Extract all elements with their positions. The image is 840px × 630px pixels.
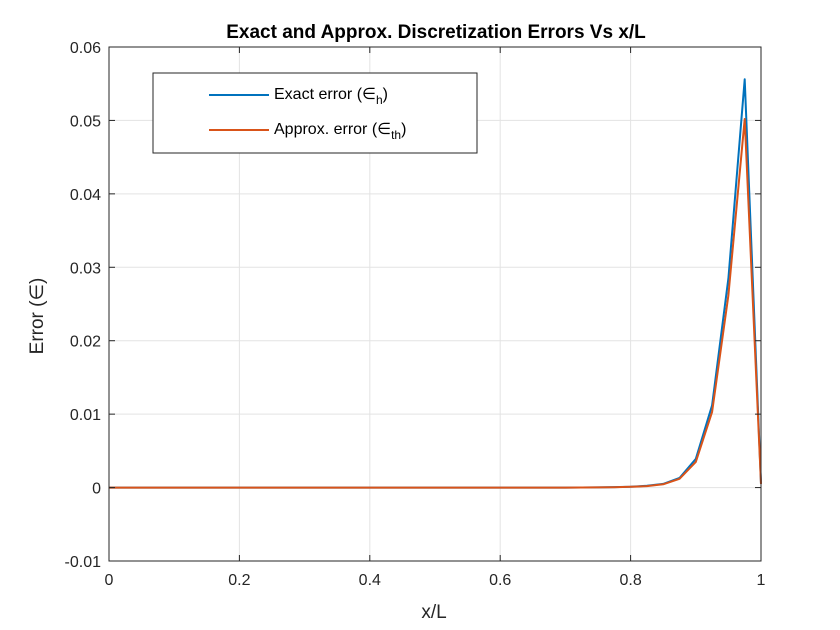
x-tick-label: 1 xyxy=(757,572,766,589)
legend-box xyxy=(152,72,478,154)
x-tick-label: 0.2 xyxy=(228,572,250,589)
x-tick-label: 0.6 xyxy=(489,572,511,589)
x-axis-label: x/L xyxy=(421,602,446,623)
y-tick-label: 0.01 xyxy=(70,407,101,424)
legend-label-approx: Approx. error (∈th) xyxy=(274,121,406,142)
x-tick-label: 0 xyxy=(105,572,114,589)
y-tick-label: 0.04 xyxy=(70,187,101,204)
x-tick-labels: 0 0.2 0.4 0.6 0.8 1 xyxy=(105,572,766,589)
y-tick-label: 0.05 xyxy=(70,113,101,130)
legend-label-exact: Exact error (∈h) xyxy=(274,86,388,107)
y-tick-label: -0.01 xyxy=(65,554,102,571)
y-tick-label: 0.02 xyxy=(70,334,101,351)
axes-box xyxy=(108,46,762,562)
chart-title: Exact and Approx. Discretization Errors … xyxy=(226,22,646,43)
legend: Exact error (∈h) Approx. error (∈th) xyxy=(152,72,478,154)
y-tick-label: 0.06 xyxy=(70,40,101,57)
y-tick-labels: -0.01 0 0.01 0.02 0.03 0.04 0.05 0.06 xyxy=(65,40,102,571)
y-tick-label: 0.03 xyxy=(70,260,101,277)
tick-marks xyxy=(108,46,762,562)
x-tick-label: 0.4 xyxy=(359,572,381,589)
x-tick-label: 0.8 xyxy=(619,572,641,589)
y-tick-label: 0 xyxy=(92,481,101,498)
series-line-approx-error xyxy=(109,118,762,489)
y-axis-label: Error (∈) xyxy=(27,278,48,355)
series-lines xyxy=(109,78,762,489)
